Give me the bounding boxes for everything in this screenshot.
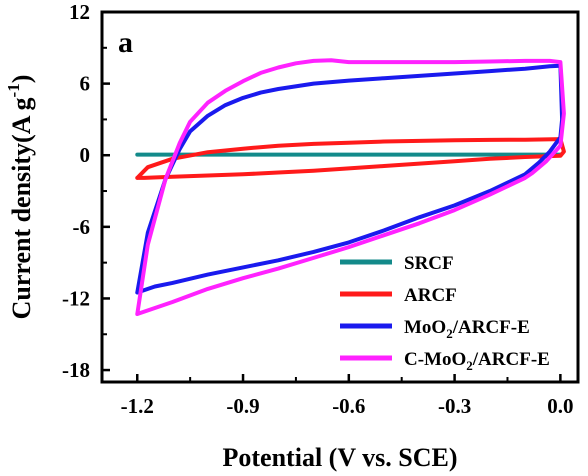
y-axis-title-close: ) [7, 75, 36, 84]
y-axis-title: Current density(A g-1) [4, 75, 36, 320]
legend-label: ARCF [404, 285, 457, 306]
series-line-4 [135, 58, 566, 316]
legend: SRCF ARCF MoO2/ARCF-E C-MoO2/ARCF-E [340, 253, 550, 373]
legend-label: C-MoO2/ARCF-E [404, 349, 550, 373]
y-tick-label: -6 [73, 215, 91, 239]
series-line-3 [135, 63, 565, 295]
x-axis-title: Potential (V vs. SCE) [223, 443, 458, 472]
y-tick-label: 6 [80, 72, 91, 96]
y-tick-label: 12 [69, 0, 90, 24]
legend-label: MoO2/ARCF-E [404, 317, 530, 341]
x-tick-label: -0.9 [226, 394, 259, 418]
y-tick-label: 0 [80, 143, 91, 167]
x-tick-label: -0.6 [332, 394, 365, 418]
y-tick-label: -12 [62, 286, 90, 310]
plot-series [135, 58, 566, 316]
legend-label: SRCF [404, 253, 454, 274]
y-axis-title-sup: -1 [4, 83, 23, 97]
plot-frame [100, 10, 580, 384]
series-line-2 [135, 137, 566, 180]
y-axis-title-main: Current density(A g [7, 97, 36, 319]
axis-ticks: -1.2 -0.9 -0.6 -0.3 0.0 12 6 0 -6 -12 -18 [62, 0, 573, 418]
x-tick-label: 0.0 [547, 394, 573, 418]
x-tick-label: -0.3 [438, 394, 471, 418]
x-tick-label: -1.2 [121, 394, 154, 418]
panel-label: a [118, 26, 133, 59]
y-tick-label: -18 [62, 358, 90, 382]
